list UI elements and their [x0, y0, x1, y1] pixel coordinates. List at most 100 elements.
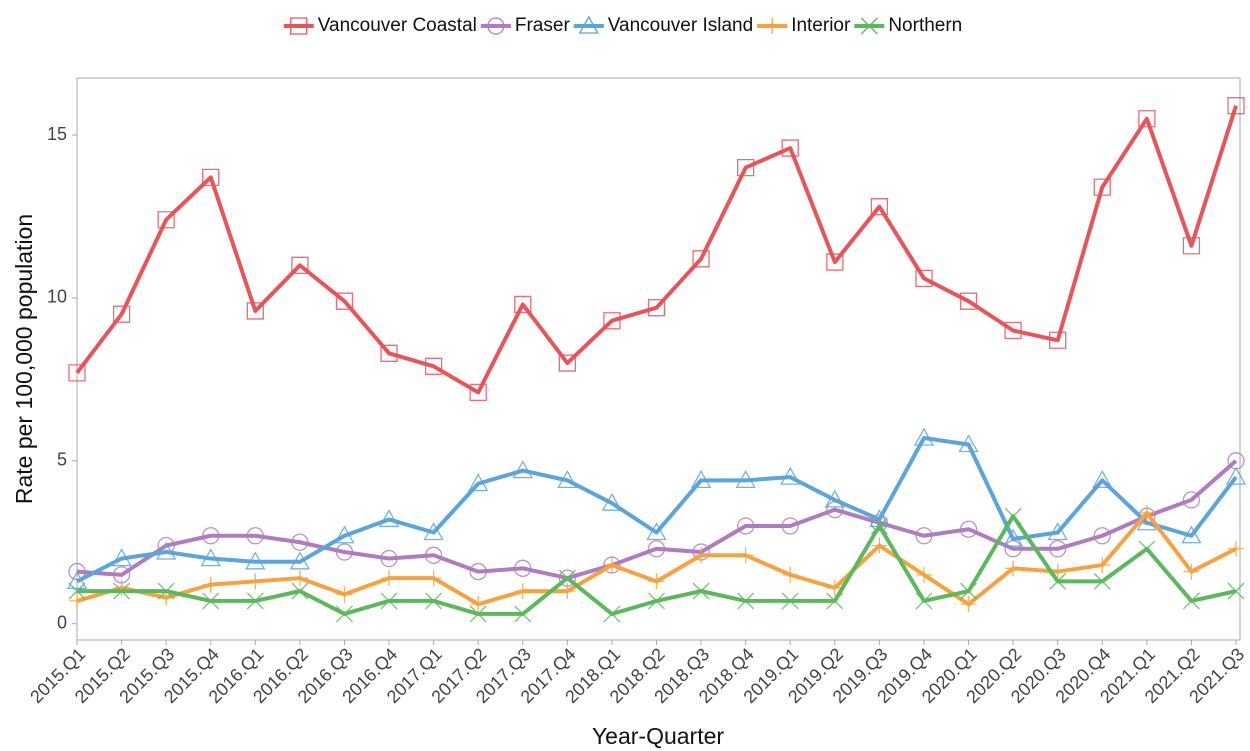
marker	[1047, 522, 1068, 541]
marker	[514, 583, 531, 600]
marker	[1094, 557, 1111, 574]
marker	[1049, 540, 1067, 558]
marker	[648, 573, 665, 590]
marker	[1092, 470, 1113, 489]
marker	[291, 533, 309, 551]
marker	[424, 546, 443, 564]
marker	[782, 566, 799, 583]
marker	[487, 17, 505, 35]
marker	[1182, 592, 1200, 610]
marker	[380, 549, 398, 568]
marker	[1138, 540, 1156, 558]
y-tick-label: 10	[47, 287, 67, 307]
marker	[737, 547, 754, 564]
legend-label: Northern	[888, 15, 962, 36]
marker	[693, 547, 710, 564]
legend-label: Fraser	[515, 15, 571, 36]
series-line	[76, 459, 1238, 581]
marker	[781, 592, 799, 610]
marker	[913, 427, 935, 446]
y-tick-label: 15	[47, 124, 67, 144]
marker	[959, 292, 978, 310]
marker	[780, 466, 801, 485]
marker	[470, 596, 487, 613]
marker	[559, 583, 576, 600]
marker	[113, 579, 130, 596]
marker	[202, 592, 220, 610]
marker	[1049, 572, 1067, 590]
marker	[960, 582, 977, 600]
marker	[648, 592, 665, 610]
plot-frame	[76, 77, 1241, 641]
marker	[646, 522, 667, 541]
marker	[202, 527, 220, 545]
marker	[781, 517, 799, 535]
legend-label: Vancouver Island	[608, 15, 753, 36]
marker	[647, 540, 666, 558]
marker	[1138, 110, 1156, 128]
marker	[690, 470, 712, 489]
marker	[514, 559, 532, 577]
marker	[112, 305, 131, 323]
marker	[1182, 491, 1201, 509]
marker	[959, 520, 978, 538]
marker	[69, 592, 85, 609]
marker	[202, 576, 219, 593]
marker	[1005, 560, 1022, 577]
y-axis-title: Rate per 100,000 population	[11, 214, 37, 504]
marker	[1138, 504, 1155, 521]
marker	[335, 543, 354, 561]
marker	[1225, 466, 1247, 485]
marker	[603, 312, 621, 330]
marker	[68, 582, 86, 600]
marker	[111, 548, 132, 567]
marker	[246, 527, 264, 545]
marker	[290, 17, 308, 35]
marker	[826, 579, 843, 596]
marker	[735, 470, 756, 489]
marker	[334, 525, 355, 544]
marker	[737, 592, 755, 610]
marker	[246, 592, 264, 610]
marker	[603, 557, 620, 574]
marker	[915, 269, 933, 288]
legend-label: Interior	[791, 15, 851, 36]
marker	[871, 537, 888, 554]
marker	[1093, 572, 1111, 590]
marker	[335, 292, 354, 310]
marker	[380, 344, 398, 362]
marker	[764, 18, 781, 34]
marker	[558, 354, 576, 372]
marker	[1227, 582, 1245, 600]
marker	[647, 299, 666, 317]
legend: Vancouver Coastal Fraser Vancouver Island I…	[283, 15, 962, 36]
marker	[514, 295, 532, 314]
marker	[557, 470, 578, 489]
marker	[870, 514, 889, 532]
marker	[469, 605, 487, 623]
marker	[380, 592, 398, 610]
marker	[156, 541, 177, 560]
marker	[1183, 563, 1200, 580]
marker	[737, 517, 755, 535]
marker	[737, 158, 755, 177]
marker	[870, 517, 888, 535]
x-axis-title: Year-Quarter	[592, 723, 724, 749]
legend-label: Vancouver Coastal	[318, 15, 477, 36]
marker	[860, 17, 878, 35]
marker	[68, 364, 86, 382]
marker	[514, 605, 532, 623]
marker	[870, 198, 889, 216]
marker	[915, 527, 933, 545]
marker	[381, 570, 398, 587]
marker	[603, 605, 621, 623]
marker	[1227, 97, 1245, 115]
marker	[1004, 507, 1022, 525]
marker	[558, 569, 576, 587]
marker	[291, 570, 308, 587]
marker	[423, 522, 444, 541]
marker	[469, 562, 487, 581]
marker	[578, 15, 599, 34]
marker	[1228, 540, 1244, 557]
